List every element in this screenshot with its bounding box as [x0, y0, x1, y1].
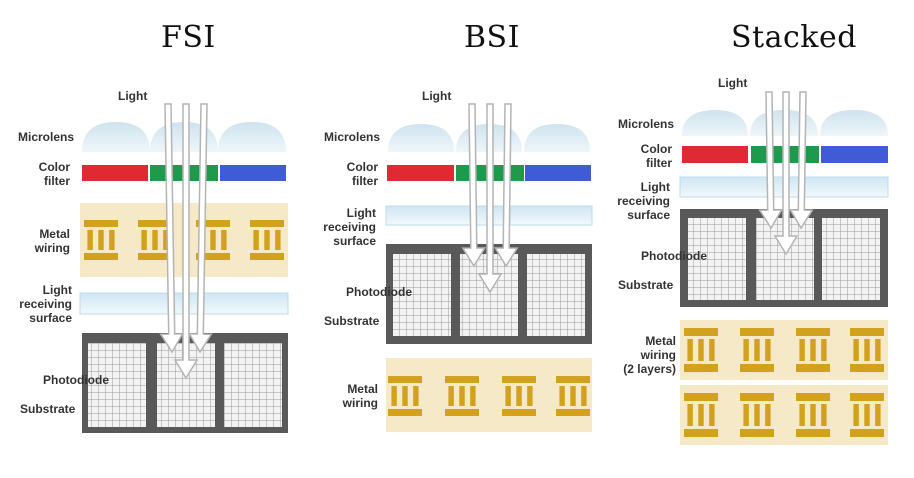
bsi-microlens-label: Microlens	[324, 130, 381, 144]
stacked-light-label: Light	[718, 76, 748, 90]
fsi-metal-wiring-line-1: Metal	[39, 227, 70, 241]
bsi-metal-wiring-line-2: wiring	[342, 396, 378, 410]
stacked-light-receiving-line-2: receiving	[617, 194, 670, 208]
fsi-substrate-label: Substrate	[20, 402, 76, 416]
stacked-wiring-layer2-element-2	[740, 393, 774, 437]
fsi-photodiode-1	[88, 343, 146, 427]
stacked-metal-wiring-line-2: wiring	[640, 348, 676, 362]
bsi-wiring-element-3	[502, 376, 536, 416]
fsi-metal-wiring-label: Metal wiring	[30, 227, 70, 255]
bsi-wiring-element-1	[388, 376, 422, 416]
stacked-wiring-layer1-element-1	[684, 328, 718, 372]
bsi-photodiode-3	[527, 254, 585, 336]
bsi-photodiode-1	[393, 254, 451, 336]
bsi-metal-wiring	[386, 358, 592, 432]
bsi-microlens-1	[388, 124, 454, 152]
fsi-light-arrow-3	[187, 103, 213, 354]
fsi-color-filter-label: Color filter	[30, 160, 70, 188]
bsi-photodiode-label: Photodiode	[346, 285, 412, 299]
stacked-wiring-layer1-element-4	[850, 328, 884, 372]
fsi-color-filter-line-2: filter	[43, 174, 70, 188]
stacked-light-arrow-1	[758, 91, 784, 230]
stacked-wiring-layer2-element-4	[850, 393, 884, 437]
fsi-microlens-3	[218, 122, 286, 152]
stacked-wiring-layer2-element-3	[796, 393, 830, 437]
stacked-color-filter-line-2: filter	[645, 156, 672, 170]
stacked-microlens-label: Microlens	[618, 117, 675, 131]
stacked-color-filter-label: Color filter	[630, 142, 672, 170]
stacked-light-receiving-line-3: surface	[627, 208, 670, 222]
stacked-substrate-label: Substrate	[618, 278, 674, 292]
stacked-light-arrow-2	[773, 91, 799, 256]
bsi-light-label: Light	[422, 89, 452, 103]
fsi-microlens-1	[82, 122, 150, 152]
bsi-title: BSI	[464, 20, 520, 55]
fsi-metal-wiring-line-2: wiring	[34, 241, 70, 255]
fsi-light-receiving-label: Light receiving surface	[10, 283, 72, 325]
bsi-light-receiving-line-3: surface	[333, 234, 376, 248]
stacked-photodiode-label: Photodiode	[641, 249, 707, 263]
fsi-light-receiving-line-2: receiving	[19, 297, 72, 311]
bsi-light-receiving-line-2: receiving	[323, 220, 376, 234]
bsi-light-arrow-3	[493, 103, 519, 268]
fsi-filter-blue	[220, 165, 286, 181]
fsi-light-arrow-2	[173, 103, 199, 380]
stacked-filter-blue	[821, 146, 888, 163]
bsi-microlens-3	[524, 124, 590, 152]
bsi-color-filter-label: Color filter	[336, 160, 378, 188]
fsi-wiring-element-1	[84, 220, 118, 260]
stacked-metal-wiring-line-1: Metal	[645, 334, 676, 348]
fsi-light-receiving-line-3: surface	[29, 311, 72, 325]
fsi-color-filter-line-1: Color	[38, 160, 70, 174]
stacked-microlens-1	[682, 110, 748, 136]
stacked-light-receiving-label: Light receiving surface	[608, 180, 670, 222]
fsi-photodiode-label: Photodiode	[43, 373, 109, 387]
bsi-metal-wiring-label: Metal wiring	[336, 382, 378, 410]
bsi-wiring-element-2	[445, 376, 479, 416]
stacked-title: Stacked	[731, 20, 857, 55]
fsi-microlens-label: Microlens	[18, 130, 75, 144]
stacked-wiring-layer2-element-1	[684, 393, 718, 437]
stacked-light-arrow-3	[788, 91, 814, 230]
stacked-photodiode-3	[822, 218, 880, 300]
bsi-wiring-element-4	[556, 376, 590, 416]
stacked-photodiode-1	[688, 218, 746, 300]
fsi-wiring-element-4	[250, 220, 284, 260]
stacked-metal-wiring-label: Metal wiring (2 layers)	[608, 334, 676, 376]
fsi-wiring-element-2	[138, 220, 172, 260]
stacked-light-receiving-line-1: Light	[640, 180, 670, 194]
stacked-wiring-layer1-element-3	[796, 328, 830, 372]
bsi-filter-blue	[525, 165, 591, 181]
bsi-light-arrow-2	[477, 103, 503, 294]
bsi-filter-red	[387, 165, 454, 181]
bsi-color-filter-line-2: filter	[351, 174, 378, 188]
fsi-light-label: Light	[118, 89, 148, 103]
stacked-metal-wiring-line-3: (2 layers)	[623, 362, 676, 376]
stacked-filter-red	[682, 146, 748, 163]
bsi-color-filter-line-1: Color	[346, 160, 378, 174]
fsi-filter-red	[82, 165, 148, 181]
stacked-wiring-layer1-element-2	[740, 328, 774, 372]
bsi-light-receiving-label: Light receiving surface	[314, 206, 376, 248]
fsi-light-receiving-line-1: Light	[42, 283, 72, 297]
bsi-metal-wiring-line-1: Metal	[347, 382, 378, 396]
bsi-light-arrow-1	[461, 103, 487, 268]
fsi-photodiode-3	[224, 343, 282, 427]
bsi-substrate	[386, 244, 592, 344]
bsi-light-receiving-line-1: Light	[346, 206, 376, 220]
fsi-title: FSI	[161, 20, 216, 55]
bsi-substrate-label: Substrate	[324, 314, 380, 328]
fsi-light-arrow-1	[159, 103, 185, 354]
stacked-microlens-3	[820, 110, 888, 136]
stacked-color-filter-line-1: Color	[640, 142, 672, 156]
